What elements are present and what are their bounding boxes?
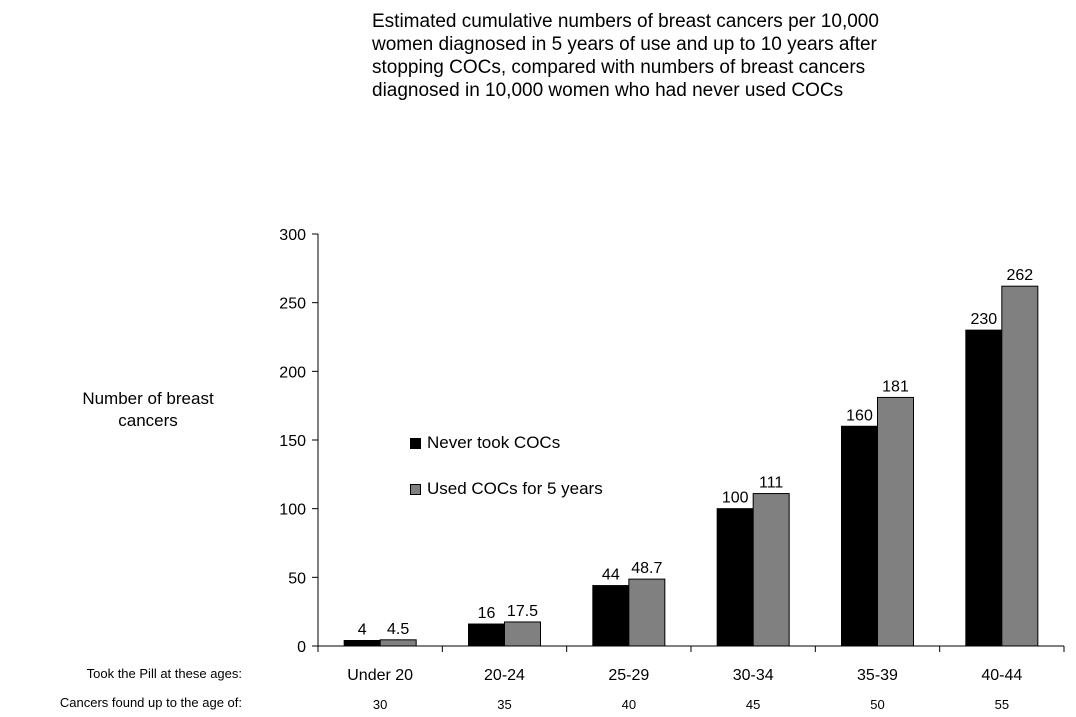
data-label-used: 111 — [759, 475, 783, 492]
data-label-used: 17.5 — [507, 603, 538, 620]
x-age-label: 35 — [497, 697, 511, 712]
data-label-never: 44 — [602, 567, 620, 584]
y-tick-label: 100 — [279, 502, 306, 519]
data-label-never: 230 — [970, 311, 997, 328]
data-label-never: 160 — [846, 407, 873, 424]
legend: Never took COCs Used COCs for 5 years — [410, 432, 603, 524]
x-category-label: 35-39 — [857, 667, 898, 684]
y-tick-label: 250 — [279, 296, 306, 313]
x-age-label: 55 — [995, 697, 1009, 712]
bar-never — [841, 425, 878, 647]
legend-item-used: Used COCs for 5 years — [410, 478, 603, 500]
data-label-used: 4.5 — [387, 621, 409, 638]
bar-used — [877, 396, 914, 647]
bar-used — [628, 578, 666, 647]
legend-label-never: Never took COCs — [427, 433, 561, 452]
x-category-label: Under 20 — [347, 667, 413, 684]
y-tick-label: 150 — [279, 433, 306, 450]
x-category-label: 40-44 — [981, 667, 1022, 684]
x-age-label: 50 — [870, 697, 884, 712]
row-label-pill-ages: Took the Pill at these ages: — [86, 666, 242, 681]
x-category-label: 30-34 — [733, 667, 774, 684]
data-label-used: 262 — [1006, 267, 1033, 284]
bar-used — [504, 621, 541, 647]
data-label-used: 48.7 — [631, 560, 662, 577]
y-tick-label: 0 — [297, 639, 306, 656]
bar-never — [468, 623, 505, 647]
data-label-never: 16 — [478, 605, 496, 622]
x-category-label: 20-24 — [484, 667, 525, 684]
x-age-label: 45 — [746, 697, 760, 712]
bar-used — [1001, 285, 1039, 647]
x-age-label: 40 — [622, 697, 636, 712]
bar-never — [716, 508, 754, 647]
legend-item-never: Never took COCs — [410, 432, 603, 454]
row-label-cancer-ages: Cancers found up to the age of: — [59, 695, 242, 710]
x-age-label: 30 — [373, 697, 387, 712]
data-label-used: 181 — [882, 378, 909, 395]
x-category-label: 25-29 — [608, 667, 649, 684]
bar-never — [965, 329, 1003, 647]
y-tick-label: 200 — [279, 364, 306, 381]
legend-swatch-used — [410, 483, 421, 495]
legend-swatch-never — [410, 437, 421, 449]
y-tick-label: 300 — [279, 227, 306, 244]
bar-used — [752, 493, 790, 647]
bar-never — [592, 585, 630, 647]
bar-never — [343, 640, 381, 647]
data-label-never: 100 — [722, 490, 749, 507]
chart-title: Estimated cumulative numbers of breast c… — [372, 11, 879, 101]
y-tick-label: 50 — [288, 570, 306, 587]
bar-used — [379, 639, 417, 647]
data-label-never: 4 — [358, 622, 367, 639]
y-axis-label: Number of breast cancers — [82, 389, 214, 430]
legend-label-used: Used COCs for 5 years — [427, 479, 603, 498]
